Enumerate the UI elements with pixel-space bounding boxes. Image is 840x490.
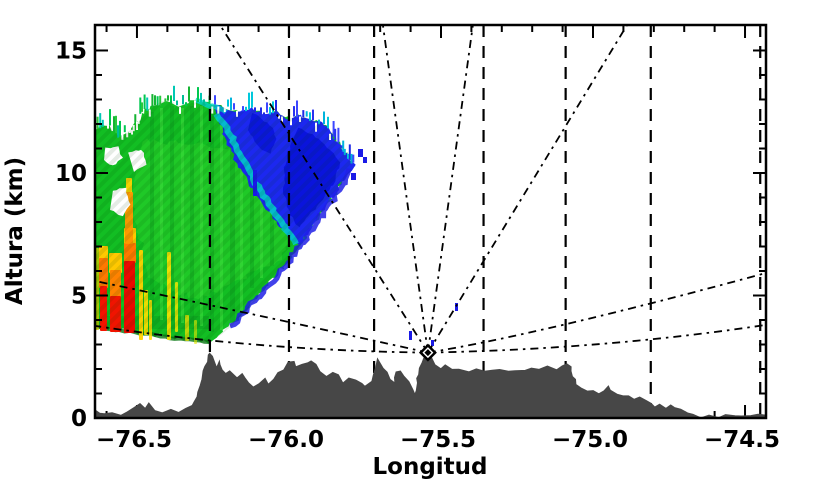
- echo-blue-speck: [431, 340, 434, 346]
- terrain-profile: [95, 352, 766, 418]
- echo-top-spike: [139, 97, 142, 114]
- radar-diamond-inner-icon: [422, 347, 434, 359]
- echo-top-spike: [146, 97, 149, 111]
- echo-blue-speck: [358, 149, 363, 157]
- x-tick-label: −76.0: [248, 427, 324, 453]
- echo-top-spike: [327, 116, 329, 129]
- echo-top-spike: [159, 95, 162, 106]
- echo-top-spike: [99, 113, 102, 129]
- echo-top-spike: [164, 98, 167, 103]
- echo-top-spike: [170, 95, 172, 104]
- echo-top-spike: [340, 145, 343, 149]
- echo-top-spike: [342, 140, 345, 152]
- echo-top-spike: [293, 106, 295, 117]
- echo-top-spike: [156, 96, 159, 106]
- y-tick-label: 15: [55, 39, 87, 65]
- radar-diamond-icon: [418, 343, 437, 362]
- y-tick-label: 10: [55, 161, 87, 187]
- echo-top-spike: [352, 154, 355, 163]
- echo-top-spike: [173, 85, 175, 101]
- echo-top-spike: [230, 97, 232, 111]
- echo-blue-speck: [409, 331, 412, 340]
- echo-top-spike: [176, 100, 178, 106]
- y-tick-label: 0: [71, 406, 87, 432]
- echo-top-spike: [260, 107, 262, 115]
- echo-top-spike: [117, 125, 119, 138]
- echo-top-spike: [312, 109, 314, 121]
- x-tick-label: −75.5: [400, 427, 476, 453]
- echo-top-spike: [96, 116, 99, 129]
- echo-top-spike: [248, 92, 250, 110]
- echo-top-spike: [141, 102, 143, 112]
- echo-top-spike: [343, 148, 346, 156]
- echo-top-spike: [332, 121, 335, 137]
- radar-site-marker: [418, 343, 437, 362]
- x-tick-label: −76.5: [96, 427, 172, 453]
- echo-top-spike: [266, 102, 268, 113]
- y-axis-title: Altura (km): [2, 157, 28, 305]
- echo-top-spike: [242, 106, 244, 112]
- echo-top-spike: [214, 95, 216, 105]
- echo-top-spike: [227, 99, 229, 107]
- echo-top-spike: [134, 114, 137, 123]
- echo-top-spike: [154, 95, 156, 106]
- echo-top-spike: [123, 125, 126, 133]
- beam-elevation-line: [95, 325, 428, 354]
- echo-top-spike: [167, 95, 169, 101]
- echo-top-spike: [200, 92, 202, 103]
- echo-top-spike: [151, 94, 154, 107]
- echo-top-spike: [233, 103, 235, 110]
- echo-blue-speck: [455, 303, 458, 311]
- echo-top-spike: [254, 107, 256, 113]
- echo-top-spike: [113, 116, 115, 132]
- reflectivity-echo-cloud: [95, 85, 458, 346]
- echo-top-spike: [197, 87, 199, 102]
- x-axis-title: Longitud: [372, 454, 487, 480]
- echo-top-spike: [269, 107, 271, 115]
- beam-elevation-line: [427, 25, 628, 354]
- echo-top-spike: [101, 119, 104, 127]
- echo-top-spike: [296, 100, 298, 118]
- y-tick-label: 5: [71, 284, 87, 310]
- echo-top-spike: [119, 120, 121, 137]
- x-tick-label: −75.0: [552, 427, 628, 453]
- echo-blue-speck: [363, 157, 367, 163]
- y-tick-labels: 0 5 10 15: [55, 39, 87, 433]
- plot-frame: [93, 23, 768, 420]
- echo-top-spike: [182, 95, 184, 105]
- echo-top-spike: [318, 119, 320, 125]
- echo-top-spike: [245, 106, 247, 112]
- echo-top-spike: [302, 110, 305, 118]
- beam-elevation-line: [427, 272, 766, 354]
- beam-elevation-line: [427, 324, 766, 354]
- echo-top-spike: [263, 112, 265, 116]
- beam-elevation-line: [95, 280, 429, 354]
- echo-top-spike: [347, 153, 349, 159]
- echo-top-spike: [188, 86, 190, 102]
- echo-top-spike: [251, 91, 253, 108]
- echo-top-spike: [334, 128, 337, 141]
- echo-top-spike: [203, 99, 205, 105]
- echo-top-spike: [350, 153, 353, 164]
- echo-top-spike: [323, 111, 325, 124]
- x-tick-labels: −76.5 −76.0 −75.5 −75.0 −74.5: [96, 427, 780, 453]
- echo-top-spike: [348, 144, 351, 160]
- echo-top-spike: [275, 100, 277, 112]
- echo-top-spike: [143, 94, 146, 109]
- echo-top-spike: [109, 109, 111, 126]
- echo-top-spike: [305, 111, 308, 117]
- radar-beam-lines: [95, 25, 766, 354]
- echo-top-spike: [337, 127, 340, 143]
- echo-top-spike: [309, 112, 311, 121]
- echo-blue-speck: [351, 173, 356, 180]
- echo-top-spike: [115, 115, 117, 133]
- beam-elevation-line: [219, 25, 429, 354]
- beam-elevation-line: [427, 25, 474, 353]
- beam-elevation-line: [382, 25, 429, 353]
- echo-top-spike: [185, 102, 187, 106]
- x-tick-label: −74.5: [704, 427, 780, 453]
